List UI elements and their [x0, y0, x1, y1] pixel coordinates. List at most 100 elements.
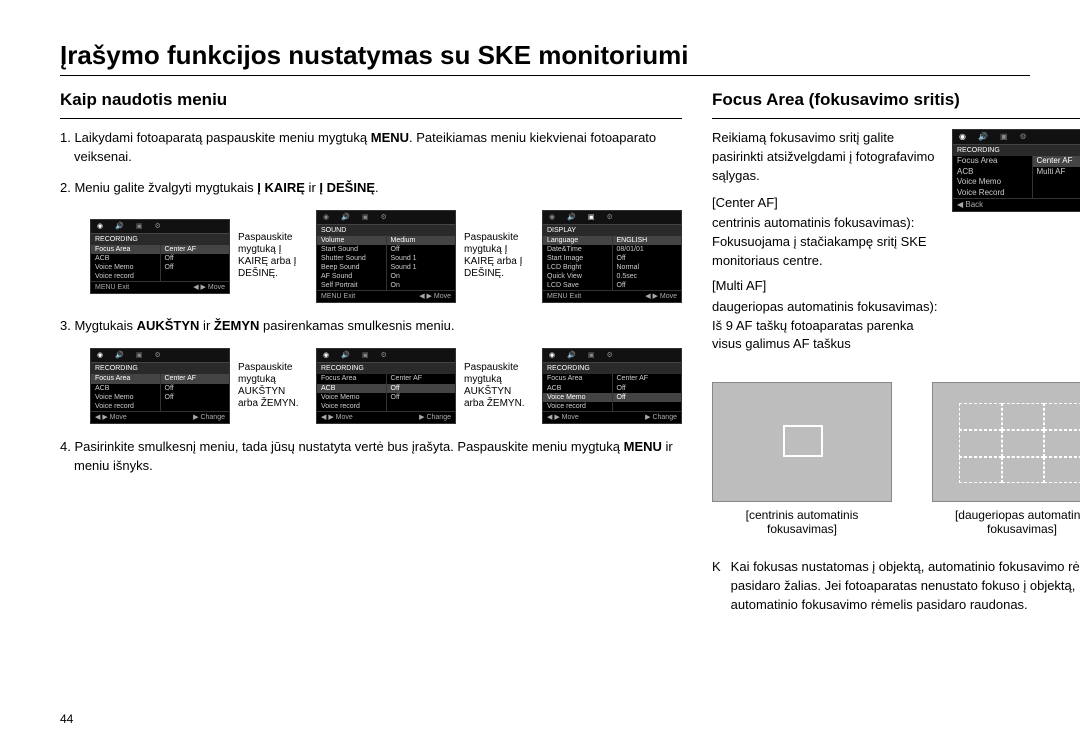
c: Voice Record [953, 188, 1033, 198]
mh: RECORDING [91, 234, 229, 245]
c: Normal [613, 263, 682, 272]
c: Quick View [543, 272, 613, 281]
f: MENU Exit [547, 292, 581, 301]
menu-rec-c: ◉🔊▣⚙ RECORDING Focus AreaCenter AF ACBOf… [542, 348, 682, 424]
t: MENU [371, 130, 409, 145]
menu-rec-b: ◉🔊▣⚙ RECORDING Focus AreaCenter AF ACBOf… [316, 348, 456, 424]
left-heading: Kaip naudotis meniu [60, 90, 682, 110]
c: Language [543, 236, 613, 245]
t: pasirenkamas smulkesnis meniu. [259, 318, 454, 333]
c: Off [161, 254, 230, 263]
caption-ud-1: Paspauskite mygtuką AUKŠTYN arba ŽEMYN. [238, 362, 308, 410]
caption-lr-2: Paspauskite mygtuką Į KAIRĘ arba Į DEŠIN… [464, 232, 534, 280]
menu-recording: ◉🔊▣⚙ RECORDING Focus AreaCenter AF ACBOf… [90, 219, 230, 295]
c: Voice Memo [953, 177, 1033, 187]
menu-display: ◉🔊▣⚙ DISPLAY LanguageENGLISH Date&Time08… [542, 210, 682, 304]
mh: SOUND [317, 225, 455, 236]
c: Voice Memo [91, 263, 161, 272]
c: ACB [317, 384, 387, 393]
c: Start Sound [317, 245, 387, 254]
left-column: Kaip naudotis meniu 1. Laikydami fotoapa… [60, 90, 682, 615]
c: Off [387, 384, 456, 393]
f: MENU Exit [321, 292, 355, 301]
mh: DISPLAY [543, 225, 681, 236]
c: AF Sound [317, 272, 387, 281]
c [161, 272, 230, 281]
f: ◀ ▶ Move [547, 413, 579, 422]
center-af-desc: centrinis automatinis fokusavimas): Foku… [712, 214, 938, 271]
c: Voice record [543, 402, 613, 411]
f: ◀ ▶ Move [321, 413, 353, 422]
multi-af-label: [Multi AF] [712, 277, 938, 296]
c: Voice record [91, 272, 161, 281]
t: ŽEMYN [214, 318, 260, 333]
c: Multi AF [1033, 167, 1080, 177]
c [613, 402, 682, 411]
c: Center AF [387, 374, 456, 383]
c: Self Portrait [317, 281, 387, 290]
c [161, 402, 230, 411]
c: 08/01/01 [613, 245, 682, 254]
c: Off [387, 245, 456, 254]
c: Voice record [91, 402, 161, 411]
c: Medium [387, 236, 456, 245]
c [1033, 188, 1080, 198]
t: ir [305, 180, 319, 195]
step-1: 1. Laikydami fotoaparatą paspauskite men… [74, 129, 682, 167]
center-af-label: [Center AF] [712, 194, 938, 213]
mh: RECORDING [543, 363, 681, 374]
c: Focus Area [91, 374, 161, 383]
c: 0.5sec [613, 272, 682, 281]
c: Start Image [543, 254, 613, 263]
f: ▶ Change [645, 413, 677, 422]
mh: RECORDING [317, 363, 455, 374]
center-af-caption: [centrinis automatinis fokusavimas] [712, 508, 892, 536]
f: ▶ Change [193, 413, 225, 422]
af-figures: [centrinis automatinis fokusavimas] [dau… [712, 382, 1080, 536]
c: Off [161, 263, 230, 272]
t: ir [199, 318, 213, 333]
f: MENU Exit [95, 283, 129, 292]
multi-af-figure [932, 382, 1080, 502]
mh: RECORDING [91, 363, 229, 374]
t: Į DEŠINĘ [319, 180, 375, 195]
c: Off [613, 281, 682, 290]
page-number: 44 [60, 712, 73, 726]
c: Voice record [317, 402, 387, 411]
c: ACB [953, 167, 1033, 177]
c: Off [613, 384, 682, 393]
c: Center AF [613, 374, 682, 383]
t: . [375, 180, 379, 195]
right-rule [712, 118, 1080, 119]
c: Off [387, 393, 456, 402]
caption-lr-1: Paspauskite mygtuką Į KAIRĘ arba Į DEŠIN… [238, 232, 308, 280]
f: ◀ ▶ Move [95, 413, 127, 422]
t: AUKŠTYN [137, 318, 200, 333]
left-rule [60, 118, 682, 119]
c: LCD Save [543, 281, 613, 290]
c: Focus Area [543, 374, 613, 383]
step-2: 2. Meniu galite žvalgyti mygtukais Į KAI… [74, 179, 682, 198]
c: ACB [91, 384, 161, 393]
t: Į KAIRĘ [257, 180, 305, 195]
c [1033, 177, 1080, 187]
c: Beep Sound [317, 263, 387, 272]
c: Focus Area [317, 374, 387, 383]
f: ◀ Back [957, 200, 983, 210]
note-text: Kai fokusas nustatomas į objektą, automa… [731, 558, 1080, 615]
multi-af-desc: daugeriopas automatinis fokusavimas): Iš… [712, 298, 938, 355]
center-af-rect [783, 425, 823, 457]
c: Voice Memo [317, 393, 387, 402]
c: Off [613, 393, 682, 402]
note-marker: K [712, 558, 721, 615]
menu-rec-a: ◉🔊▣⚙ RECORDING Focus AreaCenter AF ACBOf… [90, 348, 230, 424]
page-title: Įrašymo funkcijos nustatymas su SKE moni… [60, 40, 1030, 71]
c: ACB [543, 384, 613, 393]
c: Off [613, 254, 682, 263]
step-3: 3. Mygtukais AUKŠTYN ir ŽEMYN pasirenkam… [74, 317, 682, 336]
f: ◀ ▶ Move [193, 283, 225, 292]
menu-sound: ◉🔊▣⚙ SOUND VolumeMedium Start SoundOff S… [316, 210, 456, 304]
f: ▶ Change [419, 413, 451, 422]
multi-af-caption: [daugeriopas automatinis fokusavimas] [932, 508, 1080, 536]
c: Center AF [1033, 156, 1080, 166]
